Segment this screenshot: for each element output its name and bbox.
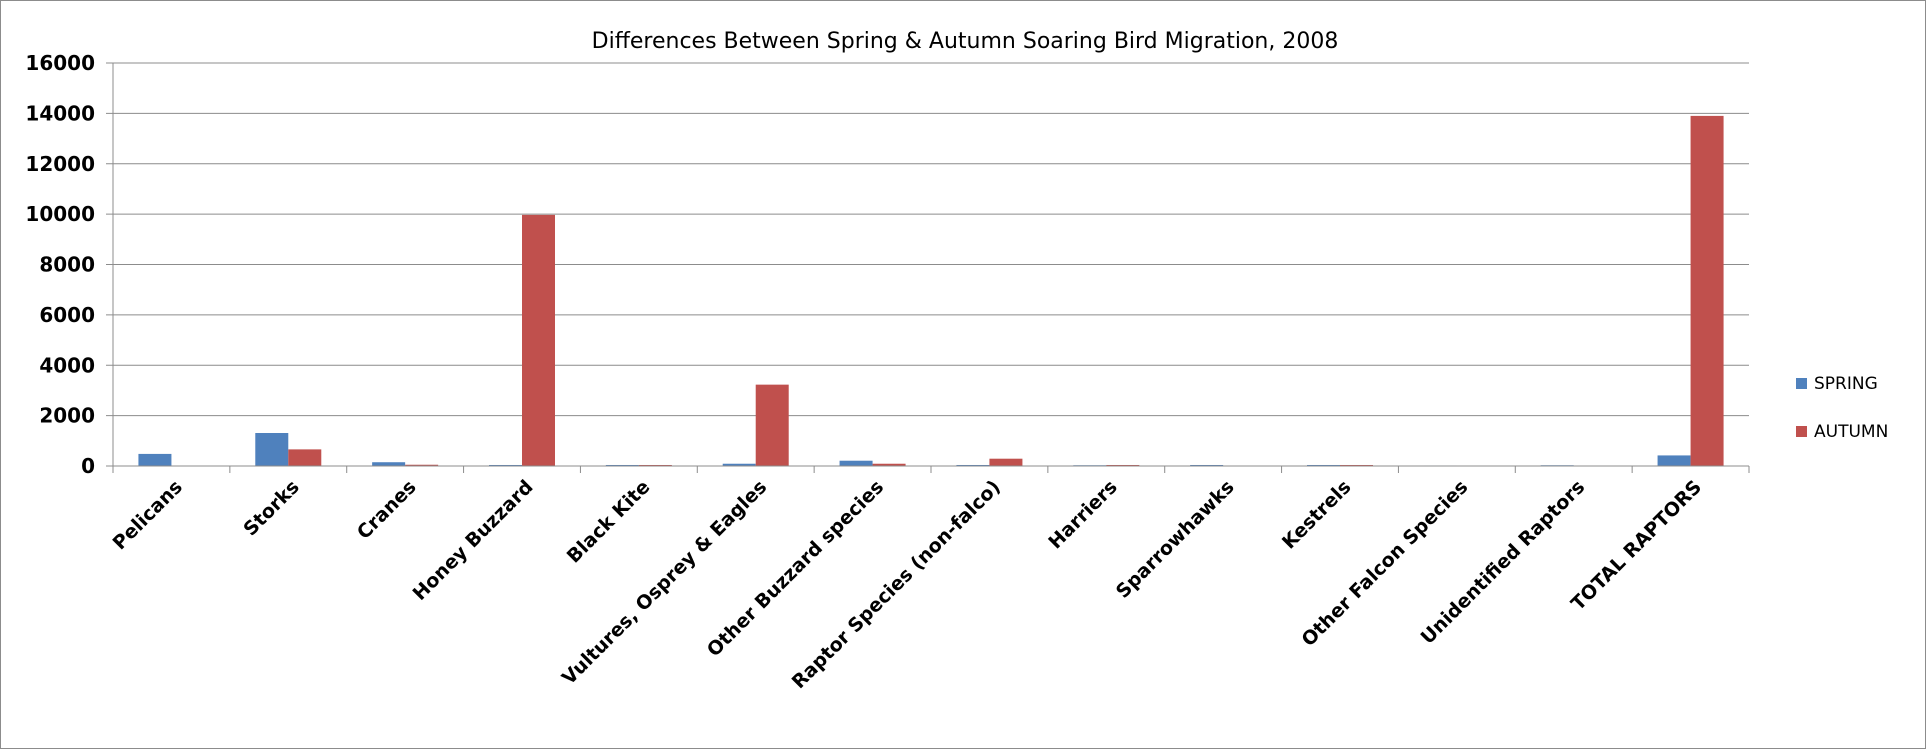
bar-autumn <box>1106 464 1140 466</box>
legend-label-autumn: AUTUMN <box>1814 422 1888 442</box>
bar-autumn <box>872 463 906 466</box>
x-tick-label: Storks <box>239 476 303 540</box>
y-tick-label: 0 <box>81 454 95 478</box>
legend: SPRING AUTUMN <box>1796 374 1888 442</box>
bar-autumn <box>1340 464 1373 466</box>
bar-autumn <box>1690 115 1724 467</box>
bar-autumn <box>755 384 789 466</box>
bar-spring <box>489 464 522 466</box>
bar-spring <box>138 453 172 466</box>
y-tick-label: 12000 <box>25 152 95 176</box>
bar-autumn <box>989 458 1023 466</box>
chart-title: Differences Between Spring & Autumn Soar… <box>592 29 1339 54</box>
x-tick-label: Pelicans <box>109 476 187 554</box>
y-tick-label: 10000 <box>25 202 95 226</box>
bar-spring <box>839 460 873 466</box>
bar-spring <box>372 462 406 466</box>
bar-spring <box>255 433 289 466</box>
bars <box>138 115 1724 467</box>
x-tick-label: Kestrels <box>1278 476 1356 554</box>
x-tick-label: Cranes <box>353 476 421 544</box>
bar-spring <box>605 464 639 466</box>
y-tick-label: 8000 <box>39 253 95 277</box>
bar-autumn <box>288 449 322 466</box>
y-tick-label: 14000 <box>25 101 95 125</box>
bar-spring <box>722 463 756 466</box>
y-tick-label: 4000 <box>39 353 95 377</box>
legend-swatch-autumn <box>1796 426 1807 437</box>
gridlines <box>113 62 1749 467</box>
bar-spring <box>956 464 990 466</box>
x-tick-label: Sparrowhawks <box>1112 476 1239 603</box>
x-tick-label: TOTAL RAPTORS <box>1567 476 1706 615</box>
x-tick-label: Vultures, Osprey & Eagles <box>558 476 771 689</box>
y-tick-label: 16000 <box>25 51 95 75</box>
x-tick-label: Black Kite <box>563 476 655 568</box>
x-tick-label: Honey Buzzard <box>409 476 538 605</box>
legend-swatch-spring <box>1796 378 1807 389</box>
x-tick-label: Raptor Species (non-falco) <box>788 476 1005 693</box>
bar-spring <box>1657 455 1691 466</box>
y-tick-label: 2000 <box>39 404 95 428</box>
bar-autumn <box>522 214 555 466</box>
bar-spring <box>1307 464 1340 466</box>
legend-label-spring: SPRING <box>1814 374 1878 394</box>
bar-autumn <box>405 464 439 466</box>
bar-spring <box>1190 464 1224 466</box>
x-tick-label: Harriers <box>1044 476 1121 553</box>
bar-autumn <box>638 464 672 466</box>
y-axis-ticks: 0 2000 4000 6000 8000 10000 12000 14000 16000 <box>25 51 113 478</box>
y-tick-label: 6000 <box>39 303 95 327</box>
